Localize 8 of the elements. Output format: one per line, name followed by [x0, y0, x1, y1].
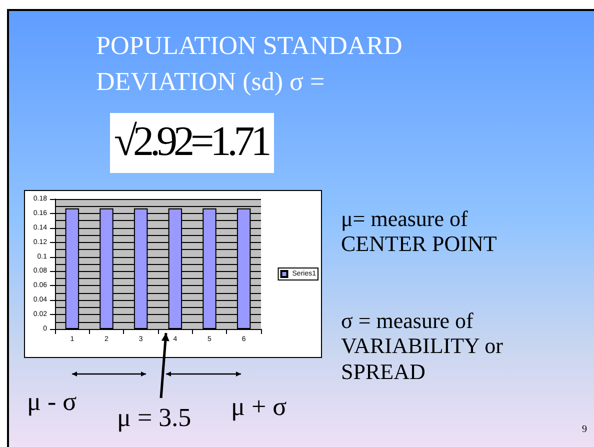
text: σ = measure of VARIABILITY or SPREAD — [341, 308, 503, 384]
text: 9 — [582, 424, 587, 436]
text: √2.92=1.71 — [110, 113, 274, 174]
text: μ - σ — [27, 387, 77, 417]
text: μ= measure of CENTER POINT — [341, 206, 497, 257]
text: μ + σ — [231, 392, 287, 422]
text: μ = 3.5 — [117, 403, 192, 433]
chart-title: POPULATION STANDARD DEVIATION (sd) σ = — [96, 30, 402, 98]
